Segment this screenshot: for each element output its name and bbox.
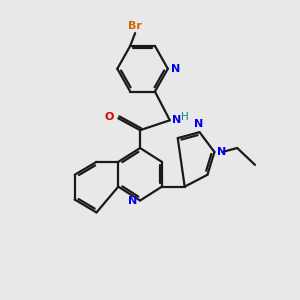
Text: N: N: [128, 196, 137, 206]
Text: O: O: [105, 112, 114, 122]
Text: N: N: [172, 115, 181, 125]
Text: H: H: [181, 112, 188, 122]
Text: N: N: [171, 64, 180, 74]
Text: N: N: [218, 147, 226, 157]
Text: N: N: [194, 119, 203, 129]
Text: Br: Br: [128, 21, 142, 31]
